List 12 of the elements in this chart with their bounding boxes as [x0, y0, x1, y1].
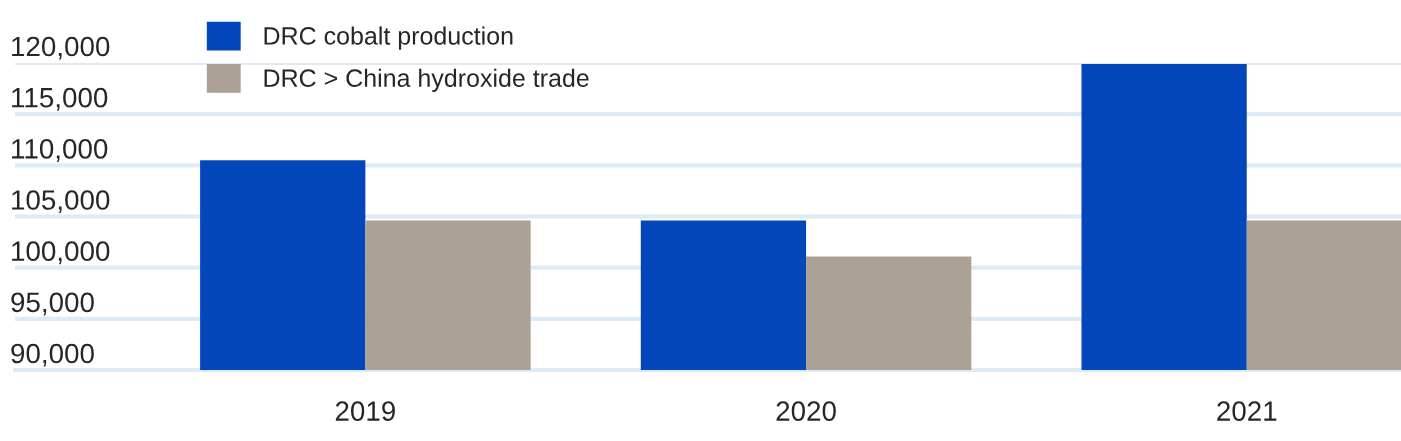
x-tick-label: 2019	[335, 401, 395, 421]
y-tick-label: 90,000	[11, 343, 94, 367]
y-tick-label: 110,000	[12, 139, 108, 162]
legend-label: DRC cobalt production	[264, 26, 513, 50]
y-tick-label: 120,000	[12, 36, 110, 60]
y-tick-label: 95,000	[11, 292, 94, 316]
y-tick-label: 105,000	[12, 190, 110, 214]
y-tick-label: 100,000	[12, 241, 110, 265]
x-tick-label: 2020	[776, 401, 836, 421]
y-tick-label: 115,000	[12, 87, 108, 111]
x-tick-label: 2021	[1217, 401, 1277, 421]
legend-label: DRC > China hydroxide trade	[264, 68, 589, 92]
